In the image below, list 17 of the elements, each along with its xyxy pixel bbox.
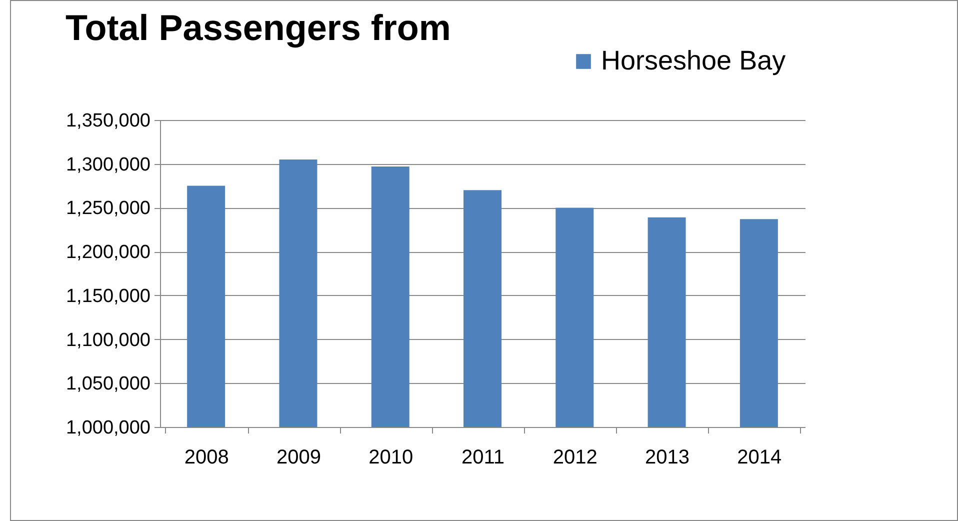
- y-tick-label: 1,250,000: [66, 198, 150, 220]
- y-tick-label: 1,350,000: [66, 110, 150, 132]
- x-tick-label: 2009: [276, 446, 321, 468]
- y-tick-label: 1,000,000: [66, 418, 150, 438]
- y-tick-label: 1,050,000: [66, 374, 150, 395]
- x-tick-label: 2014: [737, 446, 782, 468]
- legend-label: Horseshoe Bay: [601, 46, 786, 76]
- x-tick-label: 2011: [461, 446, 505, 468]
- chart-title: Total Passengers from: [65, 7, 451, 48]
- y-tick-label: 1,200,000: [66, 242, 150, 264]
- y-tick-label: 1,100,000: [66, 330, 150, 351]
- y-tick-label: 1,150,000: [66, 286, 150, 307]
- x-tick-label: 2008: [184, 446, 229, 468]
- x-tick-label: 2013: [645, 446, 690, 468]
- x-tick-label: 2012: [552, 446, 598, 468]
- y-tick-label: 1,300,000: [66, 154, 150, 176]
- x-tick-label: 2010: [368, 446, 414, 468]
